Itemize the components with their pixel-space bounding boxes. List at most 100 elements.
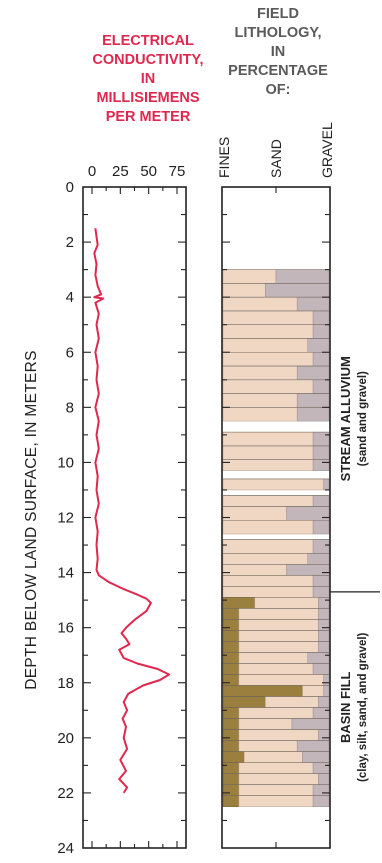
lithology-sand-bar bbox=[222, 459, 314, 471]
lithology-gravel-bar bbox=[323, 478, 330, 491]
lithology-sand-bar bbox=[238, 652, 309, 664]
lithology-fines-bar bbox=[222, 674, 240, 686]
lithology-fines-bar bbox=[222, 696, 266, 708]
lithology-sand-bar bbox=[238, 707, 314, 719]
lithology-fines-bar bbox=[222, 795, 240, 807]
unit-subtitle: (sand and gravel) bbox=[357, 371, 369, 466]
lithology-fines-bar bbox=[222, 729, 240, 741]
lithology-title-line-2: LITHOLOGY, bbox=[235, 25, 322, 41]
lithology-sand-bar bbox=[222, 495, 314, 507]
lithology-sand-bar bbox=[222, 553, 309, 565]
conductivity-curve-layer bbox=[93, 228, 171, 794]
lithology-bars bbox=[222, 269, 330, 807]
lithology-sand-bar bbox=[238, 608, 319, 620]
depth-tick-label: 14 bbox=[57, 565, 74, 582]
lithology-sand-bar bbox=[222, 478, 324, 491]
lithology-fines-bar bbox=[222, 751, 245, 763]
lithology-gravel-bar bbox=[312, 495, 330, 507]
depth-tick-label: 8 bbox=[66, 399, 74, 416]
lithology-sand-bar bbox=[222, 338, 309, 353]
ec-tick-label: 75 bbox=[169, 163, 186, 180]
lithology-sand-bar bbox=[222, 296, 298, 312]
lithology-sand-bar bbox=[238, 795, 314, 807]
lithology-title-line-4: PERCENTAGE bbox=[228, 63, 328, 79]
conductivity-title: ELECTRICAL CONDUCTIVITY, IN MILLISIEMENS… bbox=[92, 33, 203, 125]
lithology-fines-bar bbox=[222, 630, 240, 642]
conductivity-title-line-1: ELECTRICAL bbox=[102, 33, 194, 49]
lithology-gravel-bar bbox=[307, 652, 330, 664]
conductivity-title-line-4: MILLISIEMENS bbox=[96, 90, 199, 106]
lithology-sand-bar bbox=[238, 773, 319, 785]
unit-title: BASIN FILL bbox=[338, 671, 353, 743]
unit-subtitle: (clay, silt, sand, and gravel) bbox=[357, 632, 369, 782]
lithology-title: FIELD LITHOLOGY, IN PERCENTAGE OF: bbox=[228, 6, 328, 98]
lithology-gravel-bar bbox=[312, 663, 330, 675]
lithology-gravel-bar bbox=[296, 393, 330, 408]
lithology-gravel-bar bbox=[296, 296, 330, 312]
depth-tick-label: 6 bbox=[66, 344, 74, 361]
lithology-gravel-bar bbox=[312, 310, 330, 325]
lithology-column-label: FINES bbox=[216, 137, 232, 178]
lithology-sand-bar bbox=[222, 539, 314, 554]
lithology-sand-bar bbox=[222, 586, 314, 598]
lithology-fines-bar bbox=[222, 619, 240, 631]
lithology-gravel-bar bbox=[302, 751, 330, 763]
lithology-column-label: GRAVEL bbox=[319, 122, 335, 178]
ec-tick-label: 50 bbox=[140, 163, 157, 180]
lithology-gravel-bar bbox=[312, 324, 330, 339]
lithology-column-label: SAND bbox=[268, 139, 284, 178]
lithology-fines-bar bbox=[222, 663, 240, 675]
lithology-fines-bar bbox=[222, 707, 240, 719]
lithology-title-line-1: FIELD bbox=[257, 6, 299, 22]
lithology-sand-bar bbox=[222, 445, 314, 460]
axes bbox=[82, 186, 331, 849]
depth-tick-label: 22 bbox=[57, 785, 74, 802]
lithology-gravel-bar bbox=[265, 283, 330, 298]
lithology-fines-bar bbox=[222, 608, 240, 620]
lithology-fines-bar bbox=[222, 740, 240, 752]
lithology-sand-bar bbox=[222, 431, 314, 447]
lithology-sand-bar bbox=[222, 564, 287, 576]
lithology-sand-bar bbox=[222, 506, 287, 521]
lithology-gravel-bar bbox=[312, 575, 330, 587]
lithology-gravel-bar bbox=[312, 539, 330, 554]
lithology-fines-bar bbox=[222, 718, 240, 730]
lithology-gravel-bar bbox=[312, 520, 330, 535]
lithology-sand-bar bbox=[222, 352, 314, 367]
lithology-gravel-bar bbox=[312, 459, 330, 471]
lithology-sand-bar bbox=[222, 393, 298, 408]
lithology-gravel-bar bbox=[286, 564, 330, 576]
lithology-sand-bar bbox=[238, 718, 293, 730]
lithology-sand-bar bbox=[238, 740, 298, 752]
lithology-sand-bar bbox=[222, 365, 298, 381]
depth-tick-label: 20 bbox=[57, 730, 74, 747]
depth-tick-label: 0 bbox=[66, 179, 74, 196]
conductivity-curve bbox=[93, 228, 171, 794]
lithology-sand-bar bbox=[238, 784, 314, 796]
lithology-gravel-bar bbox=[318, 729, 330, 741]
lithology-sand-bar bbox=[222, 575, 314, 587]
lithology-gravel-bar bbox=[296, 740, 330, 752]
lithology-gravel-bar bbox=[318, 597, 330, 609]
lithology-sand-bar bbox=[238, 729, 319, 741]
lithology-sand-bar bbox=[238, 641, 319, 653]
unit-title: STREAM ALLUVIUM bbox=[338, 356, 353, 481]
lithology-fines-bar bbox=[222, 597, 256, 609]
lithology-fines-bar bbox=[222, 685, 303, 697]
depth-tick-label: 16 bbox=[57, 620, 74, 637]
lithology-gravel-bar bbox=[307, 553, 330, 565]
lithology-sand-bar bbox=[222, 324, 314, 339]
conductivity-title-line-5: PER METER bbox=[106, 109, 191, 125]
lithology-fines-bar bbox=[222, 773, 240, 785]
lithology-gravel-bar bbox=[318, 696, 330, 708]
lithology-gravel-bar bbox=[312, 431, 330, 447]
geologic-units: STREAM ALLUVIUM (sand and gravel) BASIN FI… bbox=[330, 356, 380, 782]
ec-tick-label: 0 bbox=[88, 163, 96, 180]
lithology-sand-bar bbox=[254, 597, 319, 609]
lithology-fines-bar bbox=[222, 652, 240, 664]
lithology-sand-bar bbox=[222, 283, 266, 298]
y-axis-label: DEPTH BELOW LAND SURFACE, IN METERS bbox=[23, 350, 40, 690]
lithology-sand-bar bbox=[238, 619, 319, 631]
